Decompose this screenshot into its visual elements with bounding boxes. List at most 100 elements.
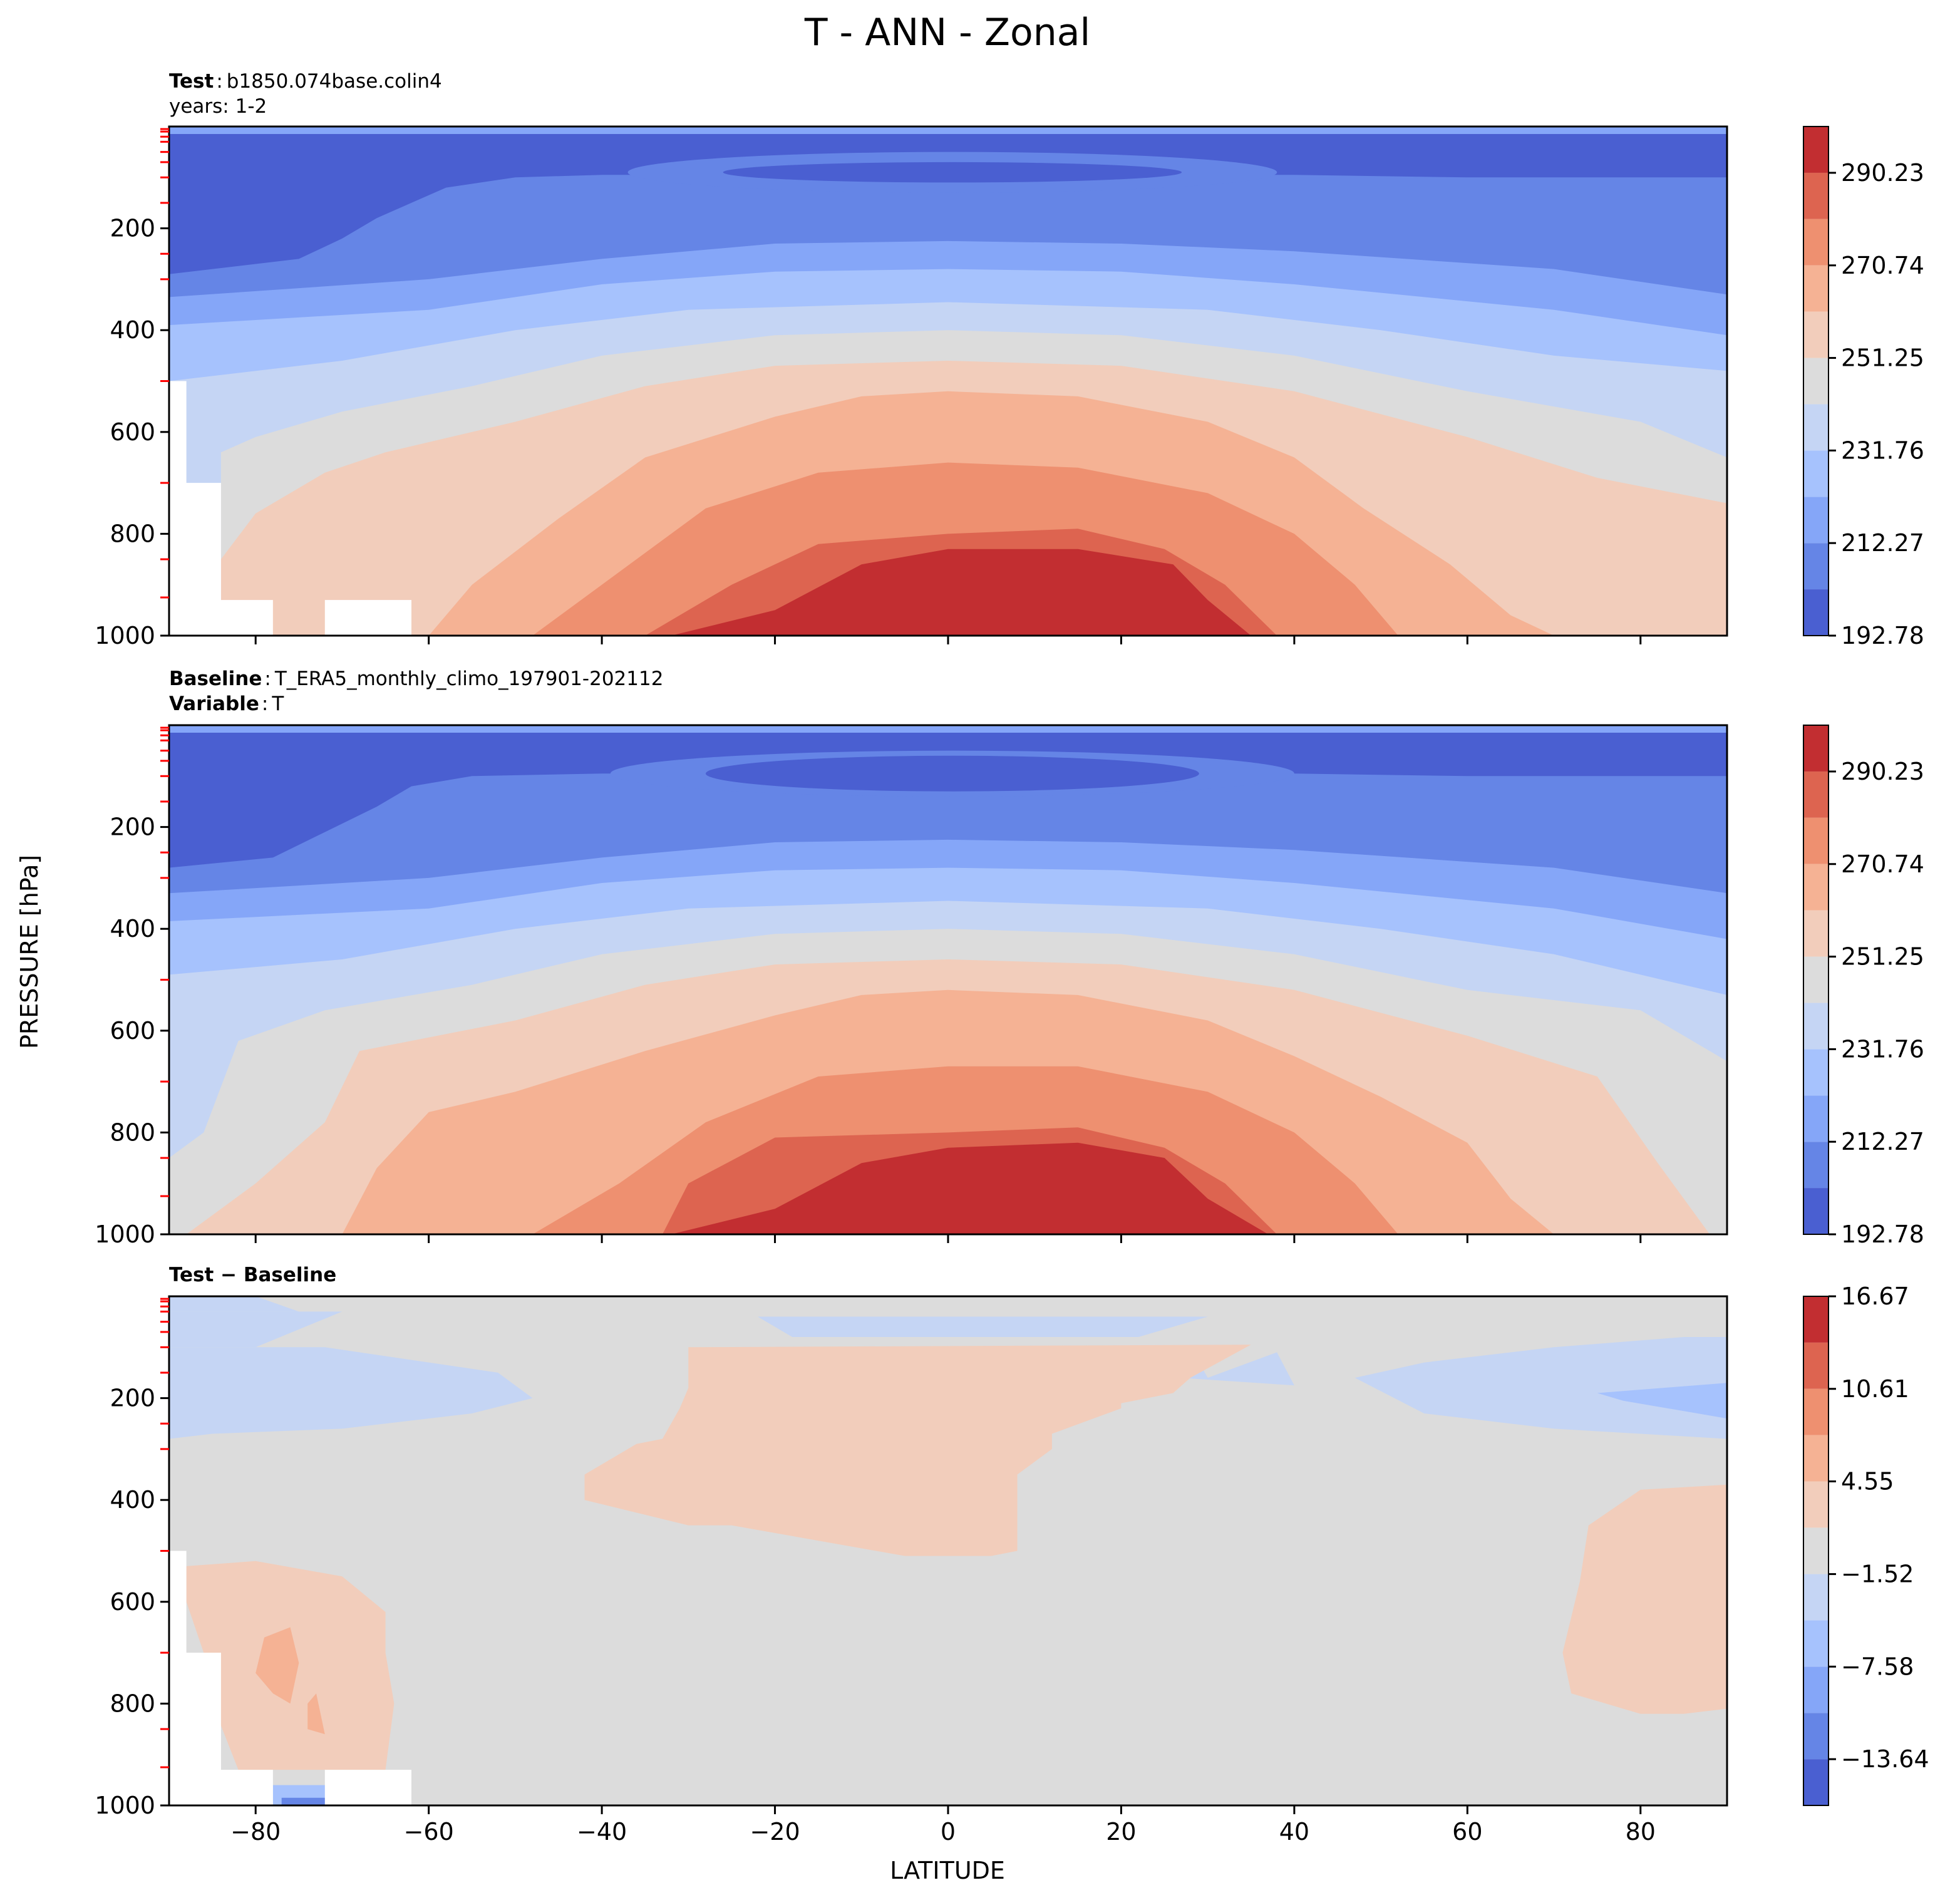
test-colorbar-segment (1803, 311, 1828, 358)
x-axis-label: LATITUDE (890, 1857, 1005, 1884)
test-colorbar-label: 290.23 (1841, 159, 1924, 187)
test-colorbar-segment (1803, 589, 1828, 636)
difference-ytick-label: 800 (110, 1690, 155, 1717)
test-header-sep: : (216, 70, 222, 93)
baseline-colorbar-segment (1803, 1003, 1828, 1050)
difference-region-5 (757, 1316, 1208, 1337)
baseline-variable-value: T (271, 693, 284, 715)
difference-region-14 (281, 1797, 334, 1805)
test-contour-plot (168, 125, 1728, 637)
difference-xtick-label: 20 (1106, 1818, 1136, 1846)
baseline-header-line2: Variable: T (169, 693, 284, 715)
test-colorbar: 192.78 212.27 231.76 251.25 270.74 290.23 (1803, 126, 1924, 649)
difference-region-2 (169, 1311, 343, 1348)
baseline-cold-core-2 (705, 755, 1199, 792)
baseline-colorbar-segment (1803, 864, 1828, 911)
test-colorbar-frame (1803, 126, 1829, 636)
difference-colorbar-segment (1803, 1388, 1828, 1435)
difference-xtick-label: 0 (941, 1818, 956, 1846)
difference-x-axis: −80 −60 −40 −20 0 20 40 60 80 (230, 1805, 1656, 1846)
test-cold-core-2 (723, 162, 1182, 183)
test-colorbar-label: 251.25 (1841, 344, 1924, 372)
baseline-top-strip (169, 725, 1727, 733)
baseline-variable-sep: : (262, 693, 268, 715)
baseline-y-axis: 200 400 600 800 1000 (95, 726, 169, 1248)
difference-region-11 (307, 1693, 325, 1735)
baseline-ytick-label: 600 (110, 1017, 155, 1045)
test-colorbar-label: 192.78 (1841, 622, 1924, 649)
baseline-contour-plot (168, 724, 1728, 1236)
difference-colorbar: −13.64 −7.58 −1.52 4.55 10.61 16.67 (1803, 1283, 1929, 1806)
test-panel: Test: b1850.074base.colin4 years: 1-2 200… (95, 70, 1924, 649)
test-colorbar-segment (1803, 543, 1828, 590)
baseline-variable-label: Variable (169, 693, 259, 715)
difference-colorbar-label: −7.58 (1841, 1653, 1914, 1680)
difference-colorbar-frame (1803, 1296, 1829, 1806)
difference-ytick-label: 1000 (95, 1792, 155, 1819)
test-contour-band-10 (671, 549, 1251, 636)
difference-colorbar-segment (1803, 1527, 1828, 1574)
difference-missing-4 (324, 1770, 412, 1805)
difference-contour-plot (168, 1295, 1728, 1807)
difference-region-12 (1562, 1484, 1727, 1714)
test-ytick-label: 800 (110, 520, 155, 547)
difference-header: Test − Baseline (169, 1264, 336, 1286)
difference-colorbar-segment (1803, 1296, 1828, 1343)
difference-missing-3 (169, 1770, 273, 1805)
test-x-axis (254, 636, 1642, 644)
baseline-ytick-label: 200 (110, 813, 155, 841)
test-colorbar-segment (1803, 265, 1828, 312)
test-colorbar-segment (1803, 172, 1828, 219)
difference-ytick-label: 600 (110, 1588, 155, 1616)
test-colorbar-segment (1803, 450, 1828, 497)
baseline-colorbar-label: 212.27 (1841, 1128, 1924, 1155)
test-ytick-label: 200 (110, 215, 155, 242)
difference-xtick-label: 80 (1626, 1818, 1656, 1846)
baseline-colorbar-label: 270.74 (1841, 850, 1924, 878)
difference-colorbar-label: 4.55 (1841, 1468, 1894, 1495)
y-axis-label: PRESSURE [hPa] (16, 855, 43, 1049)
baseline-header-value: T_ERA5_monthly_climo_197901-202112 (274, 668, 664, 690)
test-ytick-label: 400 (110, 316, 155, 344)
baseline-ytick-label: 800 (110, 1118, 155, 1146)
difference-xtick-label: −40 (577, 1818, 627, 1846)
test-colorbar-label: 231.76 (1841, 436, 1924, 464)
test-header-line1: Test: b1850.074base.colin4 (169, 70, 442, 93)
baseline-colorbar-segment (1803, 771, 1828, 818)
difference-xtick-label: 40 (1279, 1818, 1309, 1846)
baseline-colorbar-label: 251.25 (1841, 943, 1924, 971)
test-colorbar-label: 212.27 (1841, 529, 1924, 557)
baseline-header-label: Baseline (169, 668, 262, 690)
baseline-x-axis (254, 1234, 1642, 1243)
test-missing-4 (324, 600, 412, 636)
test-header-years: years: 1-2 (169, 95, 267, 118)
test-colorbar-segment (1803, 358, 1828, 405)
difference-colorbar-segment (1803, 1574, 1828, 1621)
baseline-ytick-label: 1000 (95, 1221, 155, 1248)
baseline-colorbar-segment (1803, 1049, 1828, 1096)
baseline-colorbar-label: 192.78 (1841, 1221, 1924, 1248)
baseline-ytick-label: 400 (110, 915, 155, 942)
test-colorbar-segment (1803, 219, 1828, 266)
test-colorbar-label: 270.74 (1841, 252, 1924, 279)
difference-colorbar-segment (1803, 1759, 1828, 1805)
baseline-colorbar-label: 231.76 (1841, 1035, 1924, 1063)
baseline-colorbar-segment (1803, 1188, 1828, 1234)
difference-xtick-label: −20 (750, 1818, 800, 1846)
difference-ytick-label: 400 (110, 1486, 155, 1514)
difference-colorbar-segment (1803, 1342, 1828, 1389)
baseline-colorbar-segment (1803, 910, 1828, 957)
difference-xtick-label: −60 (404, 1818, 454, 1846)
difference-xtick-label: −80 (230, 1818, 281, 1846)
figure-title: T - ANN - Zonal (804, 11, 1090, 54)
test-header-value: b1850.074base.colin4 (227, 70, 442, 93)
difference-xtick-label: 60 (1452, 1818, 1482, 1846)
difference-region-3 (169, 1347, 533, 1439)
test-ytick-label: 1000 (95, 622, 155, 649)
baseline-panel: Baseline: T_ERA5_monthly_climo_197901-202… (95, 668, 1924, 1248)
difference-colorbar-segment (1803, 1620, 1828, 1667)
difference-y-axis: 200 400 600 800 1000 (95, 1298, 169, 1819)
test-header-label: Test (169, 70, 214, 93)
